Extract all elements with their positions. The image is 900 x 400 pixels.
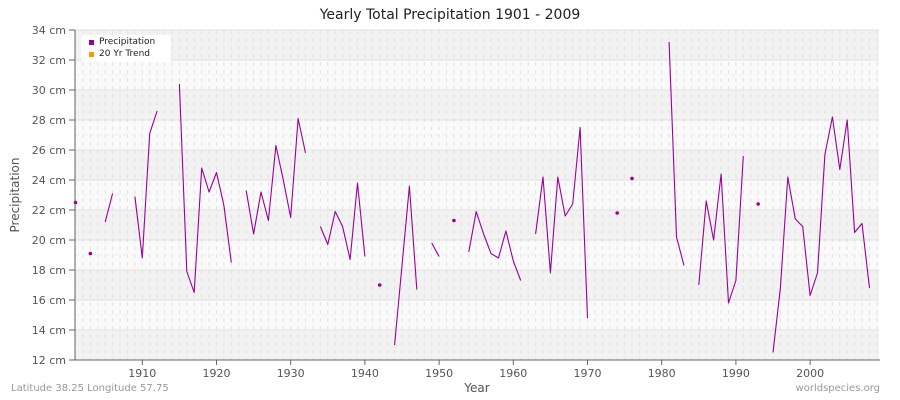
- legend-label: 20 Yr Trend: [99, 49, 151, 59]
- x-tick-label: 1970: [574, 367, 602, 380]
- data-line: [431, 242, 440, 257]
- y-tick-label: 26 cm: [32, 144, 66, 157]
- x-axis-ticks: 1910 1920 1930 1940 1950 1960 1970 1980 1990 2000: [128, 360, 824, 380]
- y-tick-label: 30 cm: [32, 84, 66, 97]
- x-tick-label: 1920: [203, 367, 231, 380]
- data-line: [319, 182, 366, 261]
- y-tick-label: 18 cm: [32, 264, 66, 277]
- y-tick-label: 16 cm: [32, 294, 66, 307]
- data-line: [468, 210, 522, 281]
- legend-item-precipitation: Precipitation: [81, 36, 171, 48]
- y-axis-title: Precipitation: [8, 157, 22, 232]
- data-line: [104, 193, 114, 223]
- legend-item-trend: 20 Yr Trend: [81, 48, 171, 60]
- y-tick-label: 32 cm: [32, 54, 66, 67]
- data-line: [535, 126, 589, 319]
- data-line: [245, 117, 307, 235]
- legend-swatch-icon: [89, 39, 94, 45]
- y-tick-label: 20 cm: [32, 234, 66, 247]
- y-tick-label: 14 cm: [32, 324, 66, 337]
- data-point: [88, 251, 93, 256]
- grid-lines: [75, 29, 879, 361]
- x-tick-label: 1980: [648, 367, 676, 380]
- y-tick-label: 24 cm: [32, 174, 66, 187]
- x-tick-label: 1910: [128, 367, 156, 380]
- x-tick-label: 1960: [499, 367, 527, 380]
- axes: [74, 30, 880, 361]
- data-line: [394, 185, 418, 346]
- data-line: [772, 116, 871, 353]
- x-tick-label: 1950: [425, 367, 453, 380]
- legend-swatch-icon: [89, 51, 94, 57]
- y-tick-label: 22 cm: [32, 204, 66, 217]
- y-tick-label: 34 cm: [32, 24, 66, 37]
- data-point: [756, 202, 760, 206]
- location-label: Latitude 38.25 Longitude 57.75: [11, 383, 169, 394]
- x-tick-label: 1930: [277, 367, 305, 380]
- data-point: [630, 176, 634, 181]
- legend: Precipitation 20 Yr Trend: [81, 35, 171, 62]
- data-line: [134, 110, 158, 259]
- chart-title: Yearly Total Precipitation 1901 - 2009: [319, 7, 581, 23]
- data-point: [73, 200, 78, 205]
- data-line: [178, 83, 232, 294]
- data-point: [377, 283, 382, 287]
- y-tick-label: 28 cm: [32, 114, 66, 127]
- data-line: [668, 41, 685, 266]
- data-point: [615, 211, 619, 215]
- y-axis-ticks: 12 cm 14 cm 16 cm 18 cm 20 cm 22 cm 24 cm 26 cm…: [32, 24, 75, 367]
- x-tick-label: 2000: [796, 367, 824, 380]
- x-axis-title: Year: [463, 381, 489, 395]
- precipitation-series: [73, 41, 871, 353]
- x-tick-label: 1990: [722, 367, 750, 380]
- data-point: [452, 218, 456, 223]
- legend-label: Precipitation: [99, 37, 156, 47]
- x-tick-label: 1940: [351, 367, 379, 380]
- source-link[interactable]: worldspecies.org: [795, 383, 880, 394]
- data-line: [698, 155, 744, 304]
- y-tick-label: 12 cm: [32, 354, 66, 367]
